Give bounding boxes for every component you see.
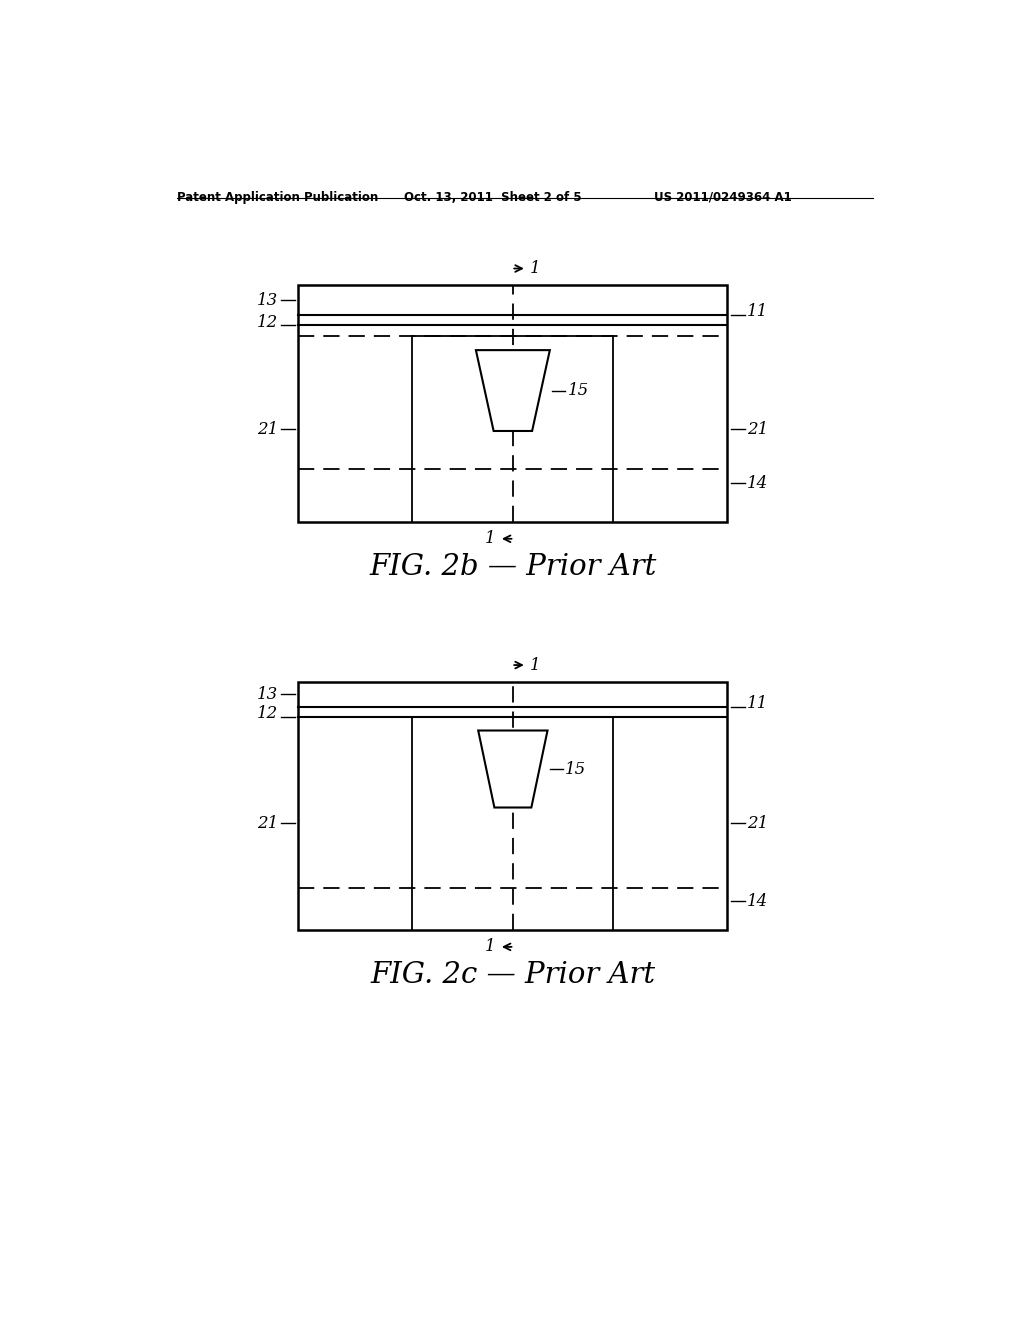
Text: Oct. 13, 2011  Sheet 2 of 5: Oct. 13, 2011 Sheet 2 of 5	[403, 191, 582, 203]
Text: 15: 15	[565, 760, 587, 777]
Text: 15: 15	[567, 381, 589, 399]
Bar	[298, 285, 727, 521]
Text: FIG. 2b — Prior Art: FIG. 2b — Prior Art	[370, 553, 656, 581]
Text: 14: 14	[748, 892, 769, 909]
Text: 13: 13	[257, 686, 279, 702]
Text: Patent Application Publication: Patent Application Publication	[177, 191, 378, 203]
Text: 21: 21	[257, 421, 279, 437]
Text: 11: 11	[748, 304, 769, 321]
Text: 14: 14	[748, 475, 769, 492]
Text: 1: 1	[529, 656, 541, 673]
Text: FIG. 2c — Prior Art: FIG. 2c — Prior Art	[371, 961, 655, 989]
Text: 21: 21	[748, 814, 769, 832]
Text: 12: 12	[257, 314, 279, 331]
Polygon shape	[476, 350, 550, 430]
Text: 1: 1	[529, 260, 541, 277]
Text: 13: 13	[257, 292, 279, 309]
Text: 12: 12	[257, 705, 279, 722]
Text: 1: 1	[485, 531, 496, 548]
Text: 11: 11	[748, 696, 769, 711]
Text: 1: 1	[485, 939, 496, 956]
Text: 21: 21	[257, 814, 279, 832]
Text: US 2011/0249364 A1: US 2011/0249364 A1	[654, 191, 792, 203]
Bar	[298, 682, 727, 929]
Text: 21: 21	[748, 421, 769, 437]
Polygon shape	[478, 730, 548, 808]
